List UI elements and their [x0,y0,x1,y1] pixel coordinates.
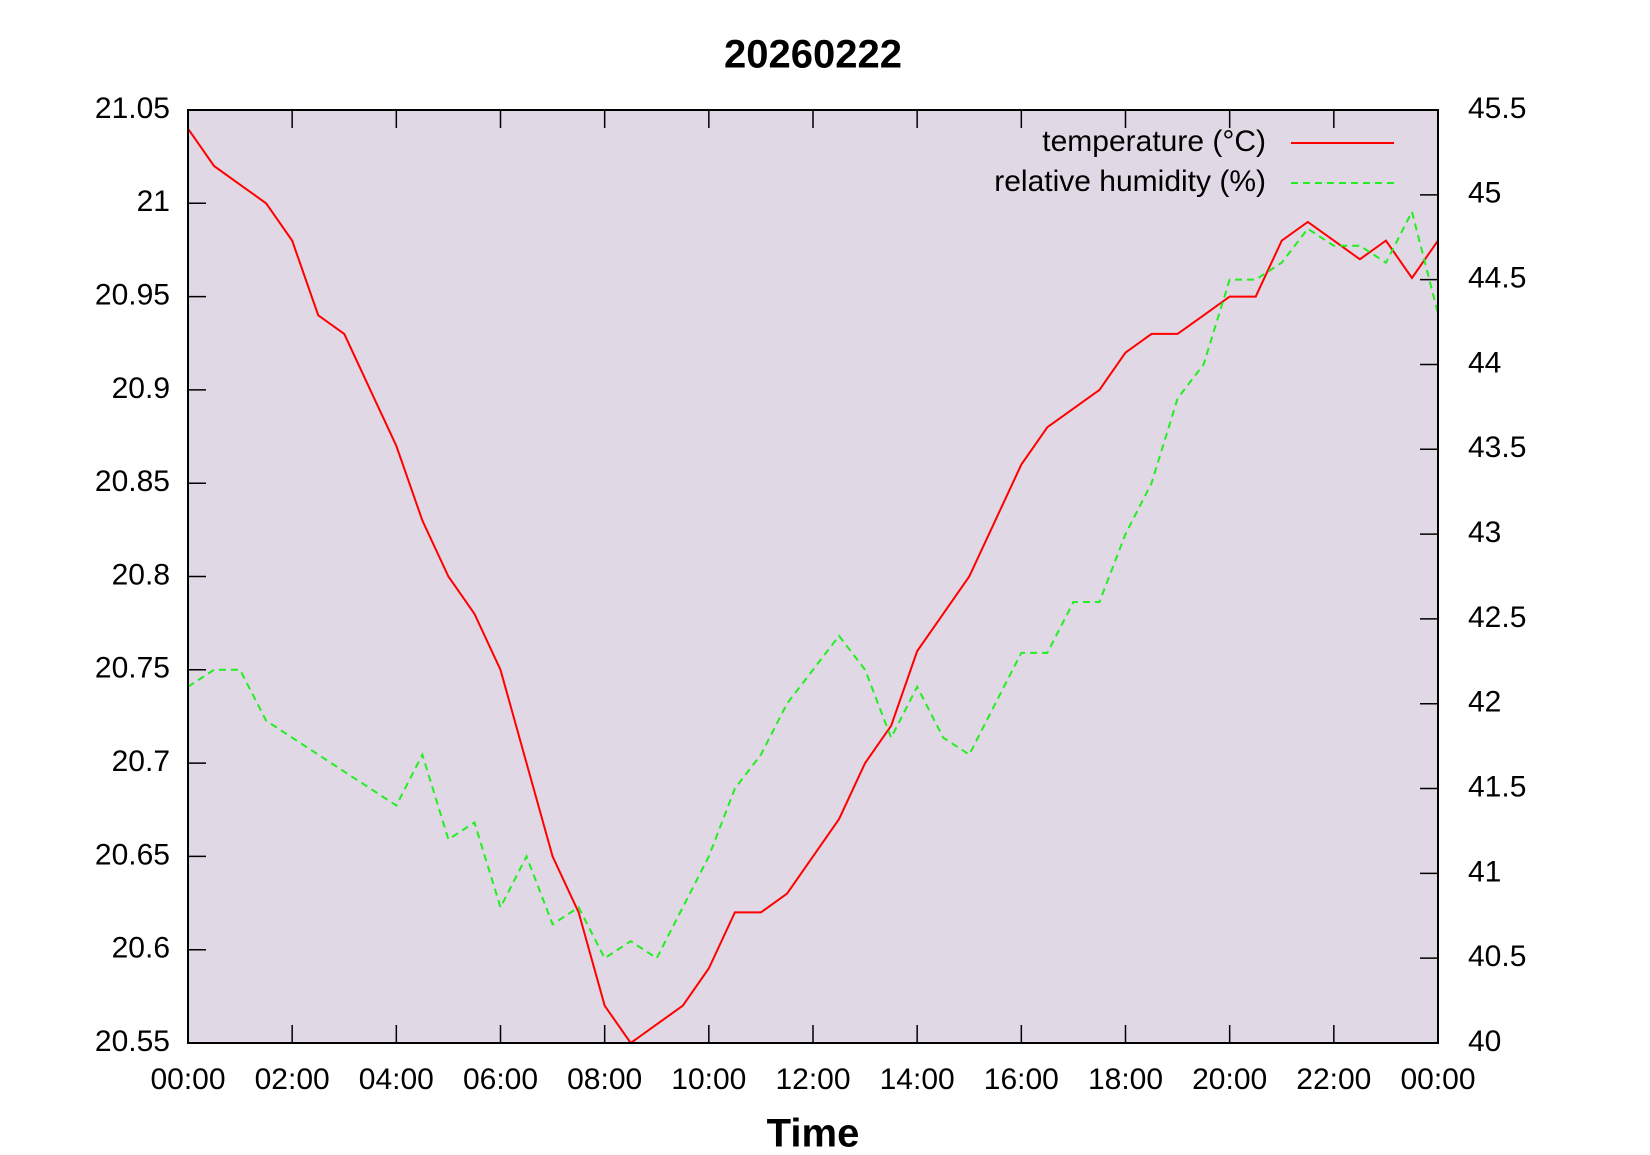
y-tick-label: 21.05 [95,92,170,125]
y2-tick-label: 43.5 [1468,431,1526,464]
y2-tick-label: 42.5 [1468,601,1526,634]
y2-tick-label: 41.5 [1468,770,1526,803]
x-tick-label: 10:00 [671,1063,746,1096]
y2-tick-label: 41 [1468,855,1501,888]
y2-tick-label: 45.5 [1468,92,1526,125]
y-tick-label: 20.95 [95,279,170,312]
y2-tick-label: 44.5 [1468,262,1526,295]
x-tick-label: 00:00 [150,1063,225,1096]
data-line [188,208,1438,960]
x-tick-label: 22:00 [1296,1063,1371,1096]
y-tick-label: 20.65 [95,838,170,871]
y-tick-label: 20.6 [112,932,170,965]
y-tick-label: 20.55 [95,1025,170,1058]
y2-tick-label: 40.5 [1468,940,1526,973]
plot-background [188,110,1438,1043]
y2-tick-label: 40 [1468,1025,1501,1058]
y2-tick-label: 45 [1468,177,1501,210]
legend-label: relative humidity (%) [994,165,1266,198]
x-tick-label: 20:00 [1192,1063,1267,1096]
y-tick-label: 20.7 [112,745,170,778]
y2-tick-label: 44 [1468,346,1501,379]
plot-border [187,109,1439,1044]
chart-title: 20260222 [724,33,902,77]
y-tick-label: 20.85 [95,465,170,498]
y2-tick-label: 43 [1468,516,1501,549]
x-axis-label: Time [767,1112,860,1155]
x-tick-label: 02:00 [255,1063,330,1096]
x-tick-label: 16:00 [984,1063,1059,1096]
legend-label: temperature (°C) [1042,125,1266,158]
x-tick-label: 12:00 [775,1063,850,1096]
x-tick-label: 00:00 [1400,1063,1475,1096]
x-tick-label: 08:00 [567,1063,642,1096]
data-line [188,128,1438,1043]
x-tick-label: 14:00 [880,1063,955,1096]
y-tick-label: 21 [137,185,170,218]
y-tick-label: 20.8 [112,558,170,591]
x-tick-label: 04:00 [359,1063,434,1096]
x-tick-label: 06:00 [463,1063,538,1096]
y2-tick-label: 42 [1468,686,1501,719]
x-tick-label: 18:00 [1088,1063,1163,1096]
y-tick-label: 20.9 [112,372,170,405]
y-tick-label: 20.75 [95,652,170,685]
